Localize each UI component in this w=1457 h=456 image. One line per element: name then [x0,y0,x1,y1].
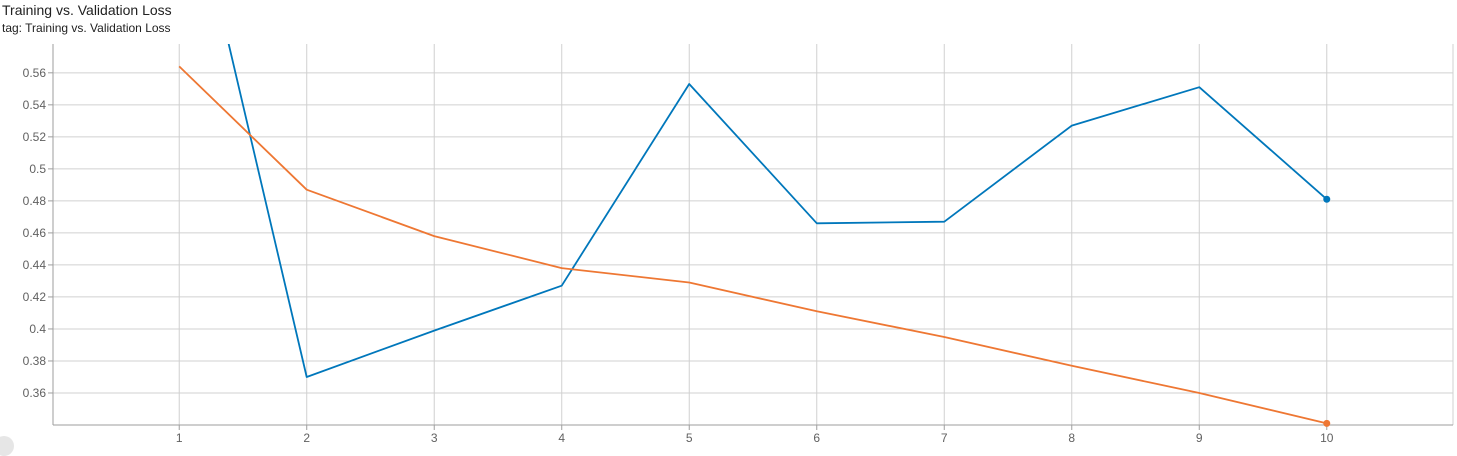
x-tick-label: 4 [558,431,565,445]
x-tick-label: 8 [1068,431,1075,445]
x-tick-label: 5 [686,431,693,445]
x-tick-label: 3 [431,431,438,445]
series-end-marker-2[interactable] [1323,419,1331,427]
tick-labels: 0.36 0.38 0.4 0.42 0.44 0.46 0.48 0.5 0.52 0.54 0.… [23,66,1334,445]
series-line-2 [178,65,1328,425]
y-tick-label: 0.54 [23,98,47,112]
y-tick-label: 0.56 [23,66,47,80]
expand-icon[interactable] [0,436,14,456]
x-tick-label: 6 [813,431,820,445]
x-tick-label: 1 [176,431,183,445]
chart-title: Training vs. Validation Loss [2,2,172,18]
y-tick-label: 0.46 [23,226,47,240]
series-end-marker-1[interactable] [1323,195,1331,203]
series-layer [178,44,1328,425]
marker-layer [1323,195,1331,427]
y-tick-label: 0.5 [29,162,46,176]
axes [48,44,1453,430]
y-tick-label: 0.4 [29,322,46,336]
x-tick-label: 10 [1320,431,1334,445]
x-tick-label: 2 [303,431,310,445]
grid [53,44,1454,425]
x-tick-label: 7 [941,431,948,445]
y-tick-label: 0.36 [23,386,47,400]
chart-tag: tag: Training vs. Validation Loss [2,21,171,35]
y-tick-label: 0.48 [23,194,47,208]
x-tick-label: 9 [1196,431,1203,445]
y-tick-label: 0.44 [23,258,47,272]
y-tick-label: 0.52 [23,130,47,144]
series-line-1 [227,44,1328,378]
y-tick-label: 0.38 [23,354,47,368]
y-tick-label: 0.42 [23,290,47,304]
